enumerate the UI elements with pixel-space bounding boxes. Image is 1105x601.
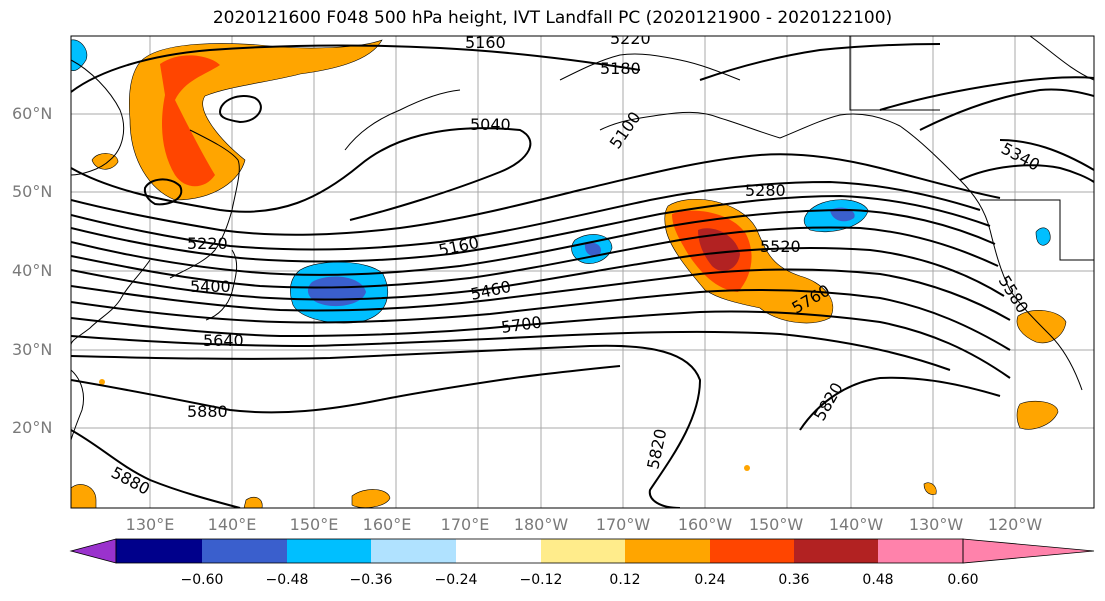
map-title: 2020121600 F048 500 hPa height, IVT Land… bbox=[212, 8, 893, 28]
contour-label: 5640 bbox=[203, 331, 244, 350]
lon-label: 130°E bbox=[125, 515, 175, 534]
contour-label: 5880 bbox=[187, 402, 228, 421]
lon-label: 150°W bbox=[748, 515, 804, 534]
lon-label: 170°W bbox=[595, 515, 651, 534]
lat-label: 60°N bbox=[12, 104, 53, 123]
height-contours bbox=[71, 43, 1094, 508]
lon-label: 160°E bbox=[362, 515, 412, 534]
colorbar-tick-label: −0.60 bbox=[180, 572, 224, 588]
lon-label: 150°E bbox=[289, 515, 339, 534]
lon-label: 120°W bbox=[987, 515, 1043, 534]
plot-border bbox=[70, 35, 1095, 509]
plot-area bbox=[71, 36, 1094, 508]
lon-label: 140°W bbox=[828, 515, 884, 534]
lat-label: 20°N bbox=[12, 418, 53, 437]
colorbar-bin bbox=[202, 539, 287, 563]
colorbar-tick-label: 0.12 bbox=[609, 572, 641, 588]
lon-label: 140°E bbox=[207, 515, 257, 534]
colorbar bbox=[69, 538, 1095, 564]
lon-label: 170°E bbox=[440, 515, 490, 534]
colorbar-extend-min bbox=[69, 538, 117, 564]
colorbar-bin bbox=[625, 539, 710, 563]
contour-label: 5180 bbox=[600, 59, 641, 78]
colorbar-bin bbox=[287, 539, 371, 563]
lon-label: 160°W bbox=[677, 515, 733, 534]
colorbar-bin bbox=[116, 539, 202, 563]
lon-label: 130°W bbox=[908, 515, 964, 534]
colorbar-tick-label: 0.60 bbox=[947, 572, 979, 588]
colorbar-bin bbox=[541, 539, 625, 563]
contour-label: 5040 bbox=[470, 115, 511, 134]
colorbar-tick-label: −0.36 bbox=[349, 572, 393, 588]
colorbar-bin bbox=[456, 539, 541, 563]
lat-label: 50°N bbox=[12, 182, 53, 201]
contour-label: 5520 bbox=[760, 237, 801, 256]
coastlines bbox=[71, 36, 1094, 441]
colorbar-tick-label: −0.12 bbox=[519, 572, 563, 588]
colorbar-tick-label: 0.24 bbox=[694, 572, 726, 588]
lon-label: 180°W bbox=[513, 515, 569, 534]
colorbar-bin bbox=[371, 539, 456, 563]
lat-label: 40°N bbox=[12, 261, 53, 280]
colorbar-extend-max bbox=[962, 538, 1095, 564]
contour-label: 5400 bbox=[190, 277, 231, 296]
contour-label: 5220 bbox=[610, 29, 651, 48]
colorbar-bin bbox=[710, 539, 794, 563]
colorbar-tick-label: 0.36 bbox=[778, 572, 810, 588]
contour-label: 5160 bbox=[465, 33, 506, 52]
lat-label: 30°N bbox=[12, 340, 53, 359]
contour-label: 5280 bbox=[745, 181, 786, 200]
colorbar-bin bbox=[794, 539, 878, 563]
colorbar-tick-label: −0.48 bbox=[265, 572, 309, 588]
colorbar-bin bbox=[878, 539, 963, 563]
colorbar-tick-label: −0.24 bbox=[434, 572, 478, 588]
colorbar-tick-label: 0.48 bbox=[862, 572, 894, 588]
contour-label: 5220 bbox=[187, 234, 228, 253]
